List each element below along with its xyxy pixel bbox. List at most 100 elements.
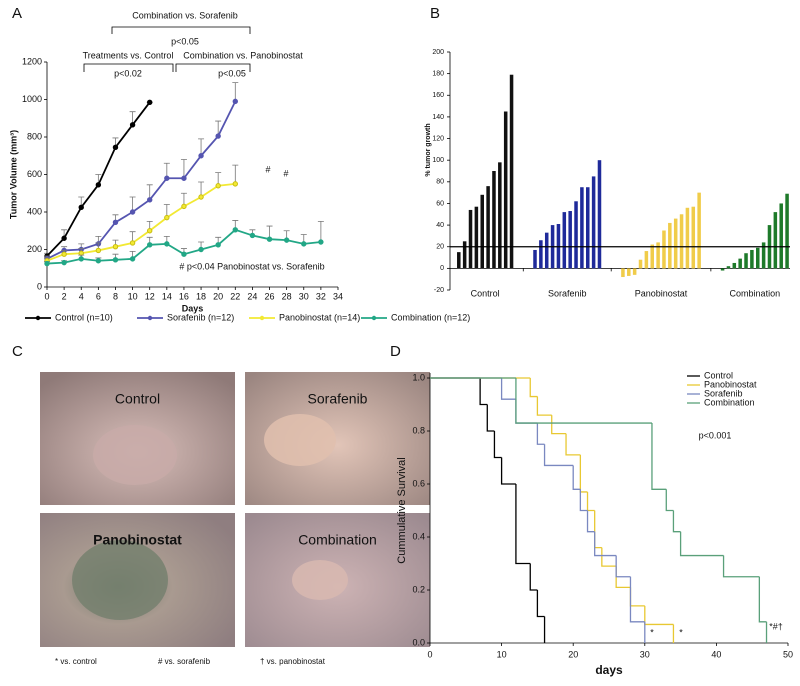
tumor <box>264 414 336 466</box>
survival-step <box>594 510 602 549</box>
survival-step <box>629 576 645 623</box>
y-axis-label: Cummulative Survival <box>396 457 408 563</box>
footnote: * vs. control <box>55 657 97 666</box>
y-tick-label: 180 <box>432 70 444 77</box>
annotation: # <box>265 164 270 174</box>
bar <box>462 241 467 269</box>
survival-step <box>565 433 581 456</box>
bar <box>732 262 737 269</box>
y-tick-label: 80 <box>436 179 444 186</box>
series-marker <box>198 246 204 253</box>
annotation: p<0.02 <box>114 68 142 78</box>
series-marker <box>129 240 136 246</box>
series-marker <box>164 175 170 181</box>
error-bar <box>180 159 187 179</box>
x-tick-label: 4 <box>79 291 84 301</box>
bar <box>668 222 672 269</box>
bar <box>533 249 537 269</box>
annotation: Combination vs. Sorafenib <box>132 10 238 20</box>
legend-label: Combination <box>704 397 755 407</box>
bar <box>621 268 625 278</box>
panel-letter: A <box>12 5 22 22</box>
x-tick-label: 24 <box>247 291 257 301</box>
survival-step <box>672 510 681 533</box>
y-tick-label: 120 <box>432 135 444 142</box>
series-marker <box>112 257 119 263</box>
series-marker <box>61 235 67 241</box>
survival-step <box>500 378 516 400</box>
series-marker <box>147 197 153 203</box>
survival-step <box>615 555 631 578</box>
bar <box>779 203 783 269</box>
survival-step <box>644 605 674 626</box>
bar <box>744 253 748 269</box>
x-tick-label: 20 <box>568 649 578 659</box>
y-tick-label: 0.4 <box>412 531 425 541</box>
series-marker <box>181 251 187 257</box>
y-tick-label: 800 <box>27 131 42 141</box>
series-marker <box>232 227 238 233</box>
bar <box>726 266 731 269</box>
survival-step <box>722 555 760 578</box>
x-tick-label: 18 <box>196 291 206 301</box>
series-marker <box>147 99 153 106</box>
bracket <box>175 63 251 72</box>
series-marker <box>129 122 136 128</box>
legend-label: Panobinostat (n=14) <box>279 312 360 322</box>
bar <box>632 268 637 275</box>
series-marker <box>232 98 238 105</box>
x-tick-label: 2 <box>62 291 67 301</box>
bar <box>662 230 666 269</box>
survival-step <box>536 396 552 416</box>
survival-step <box>536 590 545 618</box>
y-tick-label: 400 <box>27 206 42 216</box>
panel-letter: C <box>12 343 23 360</box>
bar <box>738 258 742 269</box>
series-marker <box>232 181 238 187</box>
y-tick-label: 0 <box>440 265 444 272</box>
bar <box>750 249 754 269</box>
series-marker <box>301 241 307 247</box>
bar <box>503 111 508 269</box>
tumor <box>72 540 168 620</box>
survival-step <box>758 576 767 623</box>
series-marker <box>181 175 187 181</box>
series-marker <box>61 259 67 266</box>
series-marker <box>318 239 324 245</box>
x-tick-label: 0 <box>427 649 432 659</box>
legend-label: Sorafenib (n=12) <box>167 312 234 322</box>
survival-step <box>586 510 595 533</box>
survival-step <box>500 457 516 485</box>
annotation: * <box>650 627 654 637</box>
series-marker <box>44 260 50 267</box>
survival-step <box>529 563 538 591</box>
photo-label: Control <box>115 391 160 407</box>
legend-marker <box>371 315 377 321</box>
y-tick-label: 0.0 <box>412 637 425 647</box>
x-tick-label: 30 <box>640 649 650 659</box>
error-bar <box>232 82 239 102</box>
survival-step <box>601 547 617 567</box>
bar <box>656 242 660 269</box>
x-tick-label: 16 <box>179 291 189 301</box>
x-tick-label: 12 <box>145 291 155 301</box>
photo-label: Sorafenib <box>308 391 368 407</box>
y-tick-label: 0.6 <box>412 478 425 488</box>
series-marker <box>78 204 84 211</box>
x-tick-label: 32 <box>316 291 326 301</box>
bar <box>457 252 461 269</box>
bar <box>644 251 649 269</box>
survival-step <box>665 489 674 512</box>
bar <box>580 187 584 269</box>
annotation: p<0.05 <box>171 36 199 46</box>
x-tick-label: 40 <box>711 649 721 659</box>
series-line <box>46 100 237 260</box>
bracket <box>111 26 251 34</box>
x-tick-label: 50 <box>783 649 793 659</box>
series-marker <box>147 242 153 248</box>
bar <box>685 207 690 269</box>
series-marker <box>181 203 187 210</box>
bar <box>539 240 543 269</box>
y-tick-label: 100 <box>432 157 444 164</box>
y-tick-label: 0 <box>37 281 42 291</box>
